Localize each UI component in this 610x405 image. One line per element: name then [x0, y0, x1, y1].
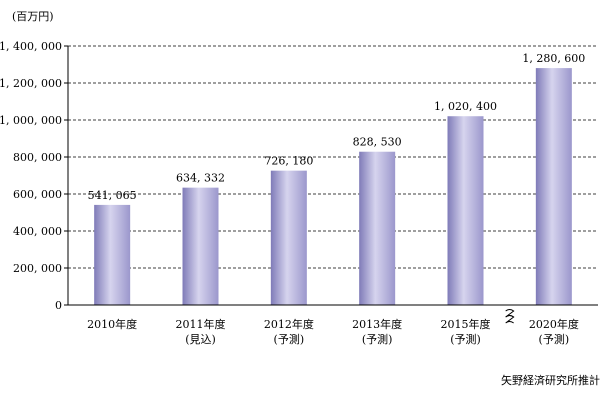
value-label: 634, 332 — [176, 172, 225, 185]
x-tick-label: 2011年度 — [176, 317, 226, 331]
value-label: 1, 280, 600 — [522, 52, 585, 65]
gridlines — [64, 45, 598, 306]
value-label: 541, 065 — [88, 189, 137, 202]
value-label: 1, 020, 400 — [434, 100, 497, 113]
y-axis-tick-labels: 0 200, 000 400, 000 600, 000 800, 000 1, 000,… — [0, 40, 62, 312]
axes — [67, 46, 598, 306]
x-tick-note: (予測) — [539, 332, 570, 346]
x-tick-note: (予測) — [274, 332, 305, 346]
x-tick-label: 2013年度 — [352, 317, 402, 331]
bar — [535, 68, 572, 306]
y-tick-label: 800, 000 — [13, 151, 62, 164]
x-tick-note: (予測) — [450, 332, 481, 346]
x-axis-tick-labels: 2010年度 2011年度(見込)2012年度(予測)2013年度(予測)2015… — [87, 317, 579, 346]
bar — [182, 187, 219, 305]
x-tick-label: 2010年度 — [87, 317, 137, 331]
y-tick-label: 1, 400, 000 — [0, 40, 62, 53]
y-tick-label: 1, 000, 000 — [0, 114, 62, 127]
axis-break-squiggle-2 — [505, 315, 515, 324]
bar — [270, 170, 307, 305]
y-tick-label: 600, 000 — [13, 188, 62, 201]
y-tick-label: 400, 000 — [13, 225, 62, 238]
value-label: 726, 180 — [264, 155, 313, 168]
y-tick-label: 200, 000 — [13, 262, 62, 275]
bar — [359, 151, 396, 305]
axis-break-mark — [502, 307, 517, 325]
x-tick-label: 2015年度 — [441, 317, 491, 331]
y-tick-label: 1, 200, 000 — [0, 77, 62, 90]
y-tick-label: 0 — [55, 299, 62, 312]
source-note: 矢野経済研究所推計 — [501, 373, 600, 387]
x-tick-label: 2012年度 — [264, 317, 314, 331]
bars — [94, 68, 572, 306]
bar — [447, 116, 484, 305]
bar — [94, 204, 131, 305]
x-tick-note: (見込) — [185, 333, 216, 346]
x-tick-label: 2020年度 — [529, 317, 579, 331]
y-unit-label: (百万円) — [12, 10, 54, 23]
x-tick-note: (予測) — [362, 332, 393, 346]
value-label: 828, 530 — [353, 136, 402, 149]
value-labels: 541, 065 634, 332 726, 180 828, 530 1, 020, … — [88, 52, 586, 202]
